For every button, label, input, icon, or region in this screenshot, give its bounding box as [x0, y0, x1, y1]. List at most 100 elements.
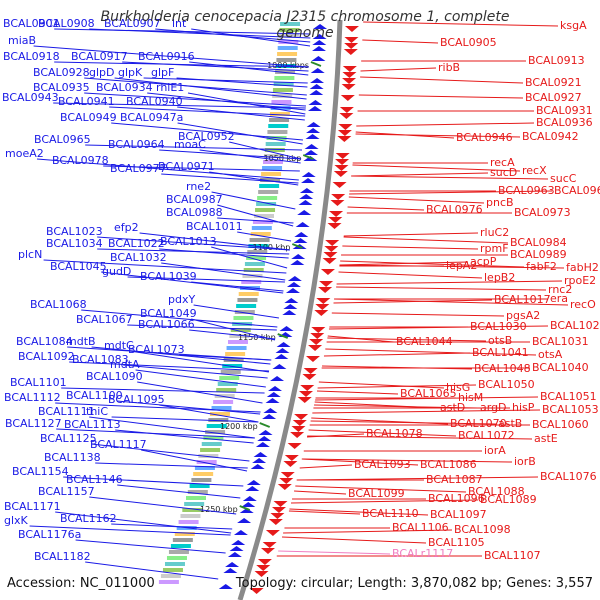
- gene-arrow-left: [310, 68, 325, 73]
- label-connector-left: [85, 144, 303, 151]
- gene-arrow-right: [344, 37, 359, 43]
- feature-band: [201, 442, 222, 446]
- gene-label-right: BCAL1093: [354, 458, 411, 471]
- gene-arrow-right: [327, 223, 342, 229]
- label-connector-right: [327, 337, 487, 342]
- gene-arrow-right: [344, 26, 359, 32]
- gene-label-right: BCAL1098: [454, 523, 511, 536]
- right-gene-labels: ksgA BCAL0905 BCAL0913 ribB BCAL0921 BCAL0927…: [348, 19, 600, 562]
- gene-label-right: BCAL0921: [525, 76, 582, 89]
- gene-arrow-right: [292, 420, 307, 426]
- gene-label-right: fabH2: [566, 261, 599, 274]
- label-connector-left: [139, 232, 290, 251]
- gene-label-left: BCAL0940: [126, 95, 183, 108]
- feature-band: [172, 538, 193, 542]
- label-connector-right: [289, 508, 429, 516]
- label-connector-left: [55, 511, 232, 534]
- gene-label-left: BCAL1022: [108, 237, 165, 250]
- gene-label-right: BCAL0961: [554, 184, 600, 197]
- scale-tick: [239, 505, 251, 511]
- gene-arrow-right: [265, 530, 280, 536]
- gene-label-right: rnc2: [548, 283, 572, 296]
- gene-arrow-right: [331, 194, 346, 200]
- gene-label-left: BCAL1157: [38, 485, 95, 498]
- gene-arrow-right: [270, 513, 285, 519]
- gene-label-left: BCAL0977: [110, 162, 167, 175]
- gene-arrow-left: [229, 546, 244, 551]
- gene-arrow-right: [335, 153, 350, 159]
- label-connector-right: [352, 164, 521, 172]
- feature-band: [213, 400, 234, 404]
- gene-arrow-right: [284, 455, 299, 461]
- gene-arrow-right: [319, 281, 334, 287]
- gene-label-right: BCAL0946: [456, 131, 513, 144]
- feature-band: [241, 280, 262, 284]
- label-connector-right: [331, 312, 505, 317]
- gene-label-left: BCAL0971: [158, 160, 215, 173]
- gene-arrow-left: [250, 464, 265, 469]
- gene-label-left: BCAL1176a: [18, 528, 81, 541]
- feature-band: [220, 370, 241, 374]
- feature-band: [233, 316, 254, 320]
- gene-arrow-left: [231, 540, 246, 545]
- feature-band: [257, 196, 278, 200]
- label-connector-left: [89, 28, 311, 39]
- feature-band: [178, 520, 199, 524]
- label-connector-right: [283, 529, 453, 534]
- gene-label-right: BCAL1099: [348, 487, 405, 500]
- gene-label-left: BCAL1073: [128, 343, 185, 356]
- gene-arrow-right: [328, 217, 343, 223]
- gene-arrow-right: [311, 327, 326, 333]
- feature-band: [261, 172, 282, 176]
- gene-arrow-right: [342, 72, 357, 78]
- gene-label-left: BCAL1182: [34, 550, 91, 563]
- gene-arrow-left: [272, 364, 287, 369]
- gene-label-left: BCAL1162: [60, 512, 117, 525]
- gene-arrow-left: [311, 56, 326, 61]
- gene-arrow-right: [310, 333, 325, 339]
- gene-arrow-right: [302, 374, 317, 380]
- gene-label-left: BCAL0916: [138, 50, 195, 63]
- feature-band: [250, 232, 271, 236]
- gene-arrow-right: [339, 113, 354, 119]
- gene-label-left: glpK: [118, 66, 143, 79]
- gene-arrow-right: [279, 478, 294, 484]
- label-connector-right: [288, 510, 361, 515]
- label-connector-left: [193, 304, 280, 319]
- gene-arrow-left: [227, 552, 242, 557]
- label-connector-left: [177, 106, 305, 121]
- gene-label-right: BCAL0936: [536, 116, 593, 129]
- gene-arrow-left: [242, 496, 257, 501]
- gene-label-right: argD: [480, 401, 507, 414]
- gene-label-left: efp2: [114, 221, 139, 234]
- gene-arrow-left: [287, 276, 302, 281]
- gene-label-left: BCAL1125: [40, 432, 97, 445]
- gene-arrow-left: [301, 178, 316, 183]
- gene-arrow-right: [257, 559, 272, 565]
- gene-arrow-left: [313, 24, 328, 29]
- gene-arrow-left: [252, 458, 267, 463]
- gene-arrow-left: [266, 392, 281, 397]
- gene-label-right: BCAL0989: [510, 248, 567, 261]
- gene-arrow-right: [318, 287, 333, 293]
- gene-label-left: BCAL1171: [4, 500, 61, 513]
- label-connector-right: [362, 39, 439, 44]
- gene-label-left: BCAL1067: [76, 313, 133, 326]
- gene-arrow-left: [275, 348, 290, 353]
- label-connector-right: [360, 76, 524, 84]
- gene-arrow-right: [322, 258, 337, 264]
- gene-arrow-left: [295, 222, 310, 227]
- gene-label-right: BCAL1097: [430, 508, 487, 521]
- gene-arrow-left: [304, 150, 318, 155]
- label-connector-right: [343, 232, 479, 237]
- gene-label-left: BCAL1100: [66, 389, 123, 402]
- scale-tick-label: 1200 kbp: [220, 422, 258, 431]
- gene-label-right: BCAL1041: [472, 346, 529, 359]
- gene-label-left: BCAL0941: [58, 95, 115, 108]
- gene-arrow-right: [342, 78, 357, 84]
- feature-band: [196, 460, 217, 464]
- gene-arrow-right: [254, 571, 269, 577]
- gene-label-right: BCAL1078: [366, 427, 423, 440]
- gene-label-right: otsA: [538, 348, 563, 361]
